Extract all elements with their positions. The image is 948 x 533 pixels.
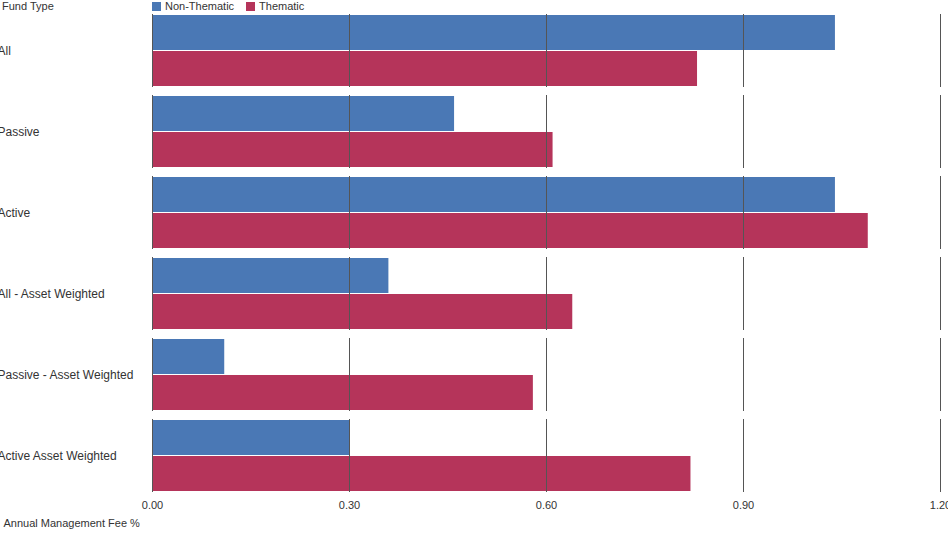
svg-text:1.20: 1.20 <box>930 499 948 511</box>
svg-text:Passive: Passive <box>0 125 40 139</box>
svg-text:0.00: 0.00 <box>142 499 163 511</box>
svg-text:0.90: 0.90 <box>733 499 754 511</box>
svg-text:Passive - Asset Weighted: Passive - Asset Weighted <box>0 368 133 382</box>
svg-text:Annual Management Fee %: Annual Management Fee % <box>4 517 141 529</box>
svg-text:0.60: 0.60 <box>536 499 557 511</box>
svg-text:All - Asset Weighted: All - Asset Weighted <box>0 287 105 301</box>
svg-text:Active: Active <box>0 206 31 220</box>
svg-text:0.30: 0.30 <box>339 499 360 511</box>
html-text:Thematic: Thematic <box>259 0 305 12</box>
html-text:Non-Thematic: Non-Thematic <box>165 0 235 12</box>
svg-text:Active Asset Weighted: Active Asset Weighted <box>0 449 117 463</box>
svg-text:All: All <box>0 44 11 58</box>
html-text:Fund Type: Fund Type <box>2 0 54 12</box>
